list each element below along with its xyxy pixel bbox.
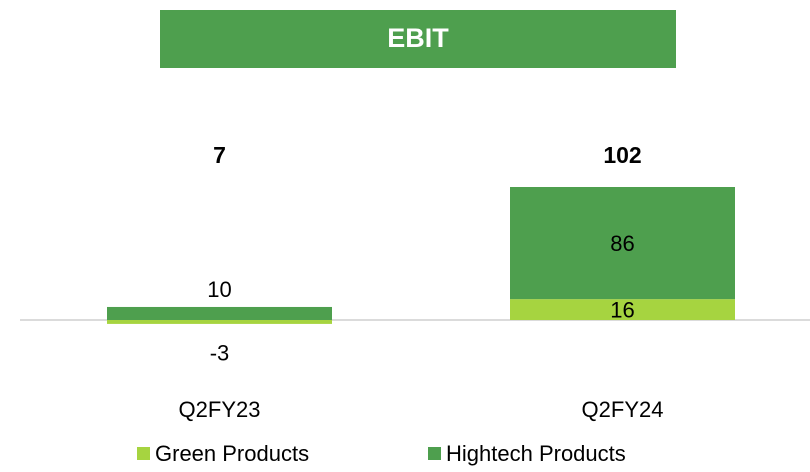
- x-tick-label: Q2FY23: [179, 397, 261, 422]
- data-label: 86: [610, 231, 634, 256]
- x-tick-label: Q2FY24: [582, 397, 664, 422]
- legend-label: Green Products: [155, 441, 309, 466]
- chart-title: EBIT: [387, 23, 449, 53]
- bar-segment: [107, 306, 332, 320]
- total-label: 7: [213, 142, 226, 168]
- bar-segment: [107, 320, 332, 324]
- data-label: 16: [610, 297, 634, 322]
- bar-segment: [510, 187, 735, 300]
- data-label: 10: [207, 277, 231, 302]
- total-label: 102: [603, 142, 641, 168]
- data-label: -3: [210, 341, 230, 366]
- legend-swatch: [428, 447, 441, 460]
- bar-segment: [510, 299, 735, 320]
- title-banner: [160, 10, 676, 68]
- legend-swatch: [137, 447, 150, 460]
- legend-label: Hightech Products: [446, 441, 626, 466]
